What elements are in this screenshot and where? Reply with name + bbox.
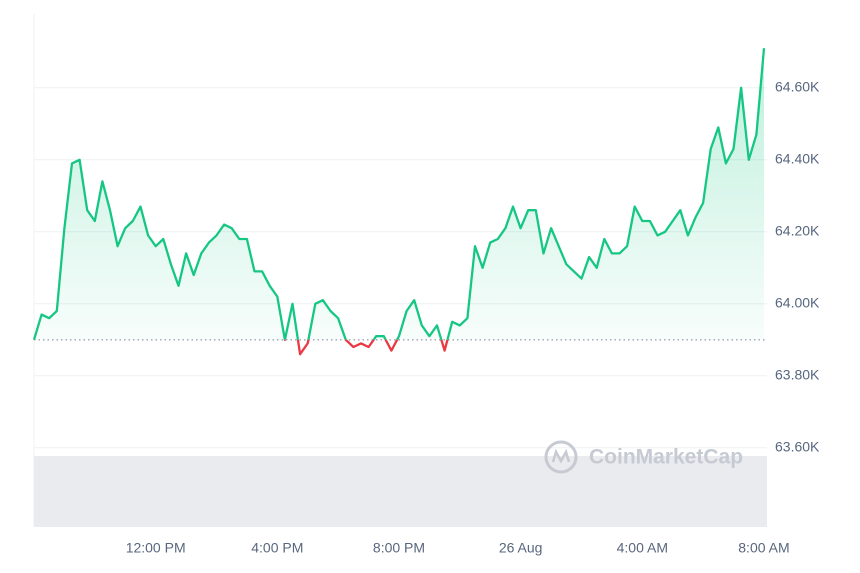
price-line	[32, 48, 766, 340]
x-tick-label: 4:00 AM	[617, 540, 668, 556]
watermark: CoinMarketCap	[544, 440, 743, 474]
y-tick-label: 63.80K	[775, 367, 820, 383]
y-tick-label: 64.60K	[775, 79, 820, 95]
y-tick-label: 64.00K	[775, 295, 820, 311]
area-fill	[34, 48, 764, 340]
y-tick-label: 63.60K	[775, 439, 820, 455]
y-tick-label: 64.20K	[775, 223, 820, 239]
x-tick-label: 12:00 PM	[126, 540, 186, 556]
x-tick-label: 8:00 PM	[373, 540, 425, 556]
y-tick-label: 64.40K	[775, 151, 820, 167]
watermark-logo	[544, 440, 578, 474]
x-tick-label: 4:00 PM	[251, 540, 303, 556]
volume-area	[34, 456, 767, 527]
x-tick-label: 8:00 AM	[738, 540, 789, 556]
x-tick-label: 26 Aug	[499, 540, 543, 556]
watermark-logo-mark	[551, 448, 571, 464]
watermark-text: CoinMarketCap	[589, 446, 743, 469]
